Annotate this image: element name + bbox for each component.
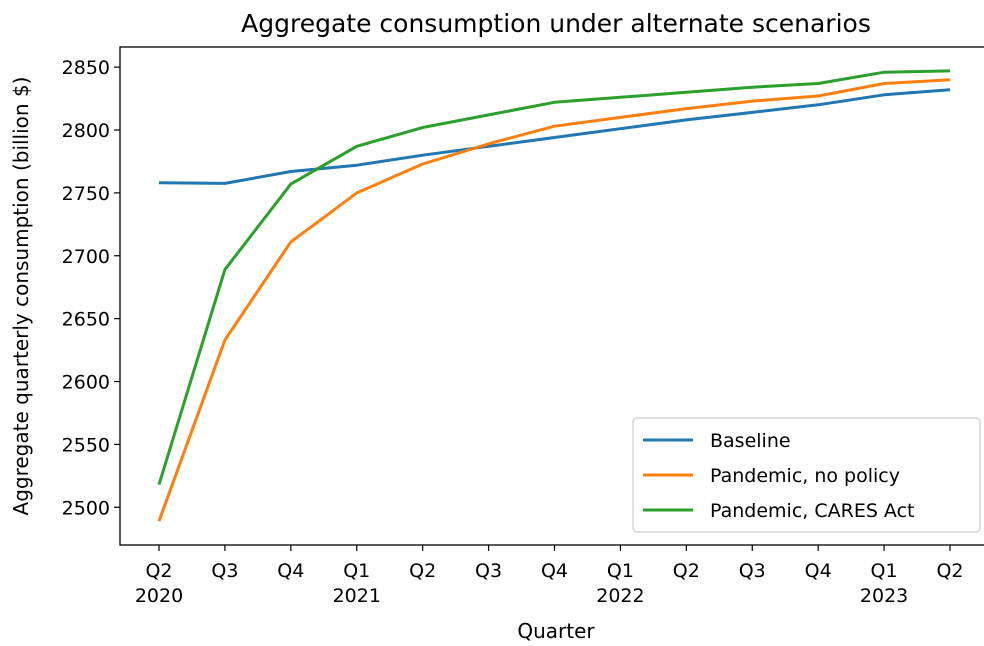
legend-box: [632, 417, 981, 533]
legend-label: Pandemic, CARES Act: [710, 500, 914, 522]
y-tick-label: 2800: [62, 120, 110, 142]
y-tick-label: 2700: [62, 246, 110, 268]
x-tick-year-label: 2021: [333, 585, 381, 607]
x-tick-label: Q1: [871, 560, 898, 582]
x-tick-label: Q3: [739, 560, 766, 582]
y-axis-label: Aggregate quarterly consumption (billion…: [9, 77, 33, 516]
x-tick-year-label: 2020: [135, 585, 183, 607]
x-tick-label: Q3: [211, 560, 238, 582]
y-tick-label: 2550: [62, 434, 110, 456]
x-tick-label: Q2: [673, 560, 700, 582]
x-tick-label: Q1: [607, 560, 634, 582]
legend-label: Baseline: [710, 430, 791, 452]
series-line-0: [158, 88, 951, 185]
x-tick-label: Q2: [145, 560, 172, 582]
x-tick-label: Q4: [805, 560, 832, 582]
x-tick-label: Q2: [409, 560, 436, 582]
y-tick-label: 2600: [62, 372, 110, 394]
x-tick-label: Q4: [277, 560, 304, 582]
legend: Baseline Pandemic, no policy Pandemic, CAR…: [632, 417, 981, 533]
y-tick-label: 2500: [62, 497, 110, 519]
x-tick-year-label: 2023: [860, 585, 908, 607]
chart-title: Aggregate consumption under alternate sc…: [241, 9, 871, 38]
y-tick-label: 2650: [62, 309, 110, 331]
x-tick-year-label: 2022: [596, 585, 644, 607]
legend-label: Pandemic, no policy: [710, 465, 900, 487]
x-axis-label: Quarter: [517, 619, 595, 643]
x-axis: Q2 2020 Q3 Q4 Q1 2021 Q2 Q3 Q4 Q1 2022 Q2 Q3 Q4 Q1 2023…: [135, 545, 964, 607]
series-line-1: [157, 78, 951, 522]
x-tick-label: Q1: [343, 560, 370, 582]
y-tick-label: 2750: [62, 183, 110, 205]
x-tick-label: Q3: [475, 560, 502, 582]
y-axis: 2500 2550 2600 2650 2700 2750 2800 2850: [62, 57, 120, 519]
series-line-2: [157, 69, 951, 486]
y-tick-label: 2850: [62, 57, 110, 79]
x-tick-label: Q2: [936, 560, 963, 582]
series-lines: [157, 69, 951, 522]
x-tick-label: Q4: [541, 560, 568, 582]
